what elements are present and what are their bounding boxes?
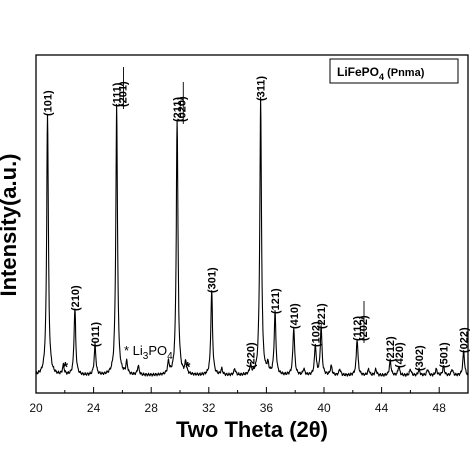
plot-frame xyxy=(35,54,469,394)
legend-box xyxy=(329,58,459,84)
peak-label-7: (311) xyxy=(256,76,268,101)
peak-label-2: (011) xyxy=(90,322,102,347)
peak-label-8: (121) xyxy=(270,288,282,314)
x-tick-label-24: 24 xyxy=(87,401,101,415)
y-axis-title: Intensity(a.u.) xyxy=(0,153,21,296)
x-tick-label-28: 28 xyxy=(145,401,159,415)
peak-label-11: (221) xyxy=(316,303,328,329)
x-axis-tick-labels: 20 24 28 32 36 40 44 48 xyxy=(29,401,446,415)
impurity-markers: * * xyxy=(63,359,191,375)
paired-peak-label-1: (020) xyxy=(176,96,188,122)
peak-label-0: (101) xyxy=(43,90,55,116)
peak-label-12: (112) xyxy=(352,316,364,341)
impurity-marker-1: * xyxy=(185,359,191,375)
legend-suffix: (Pnma) xyxy=(384,67,425,79)
peak-label-5: (301) xyxy=(207,267,219,293)
impurity-label: * Li3PO4 xyxy=(124,343,173,362)
xrd-pattern-line xyxy=(35,96,469,377)
x-tick-label-32: 32 xyxy=(202,401,216,415)
peak-label-16: (501) xyxy=(439,342,451,368)
peak-label-13: (212) xyxy=(385,336,397,362)
peak-label-17: (022) xyxy=(459,327,471,353)
x-axis-title: Two Theta (2θ) xyxy=(176,417,328,442)
impurity-label-prefix: * Li xyxy=(124,343,143,358)
peak-label-10: (102) xyxy=(310,321,322,347)
impurity-label-sub2: 4 xyxy=(167,351,173,362)
peak-label-14: (420) xyxy=(394,342,406,368)
legend-sub: 4 xyxy=(379,72,384,82)
legend-main: LiFePO xyxy=(337,65,379,79)
peak-label-1: (210) xyxy=(70,285,82,311)
impurity-marker-0: * xyxy=(63,359,69,375)
legend: LiFePO4 (Pnma) xyxy=(329,58,459,84)
x-tick-label-44: 44 xyxy=(375,401,389,415)
peak-label-3: (111) xyxy=(112,82,124,107)
peak-labels: (101) (210) (011) (111) (211) (301) (220) (311)… xyxy=(43,67,471,371)
peak-label-9: (410) xyxy=(289,303,301,329)
x-tick-label-48: 48 xyxy=(433,401,447,415)
impurity-label-mid: PO xyxy=(148,343,167,358)
x-tick-label-36: 36 xyxy=(260,401,274,415)
x-tick-label-40: 40 xyxy=(317,401,331,415)
peak-label-15: (302) xyxy=(414,345,426,371)
x-tick-label-20: 20 xyxy=(29,401,43,415)
x-axis-ticks xyxy=(35,387,469,393)
peak-label-6: (220) xyxy=(246,342,258,368)
peak-label-4: (211) xyxy=(172,97,184,122)
legend-text: LiFePO4 (Pnma) xyxy=(337,65,425,82)
impurity-label-sub1: 3 xyxy=(143,351,149,362)
